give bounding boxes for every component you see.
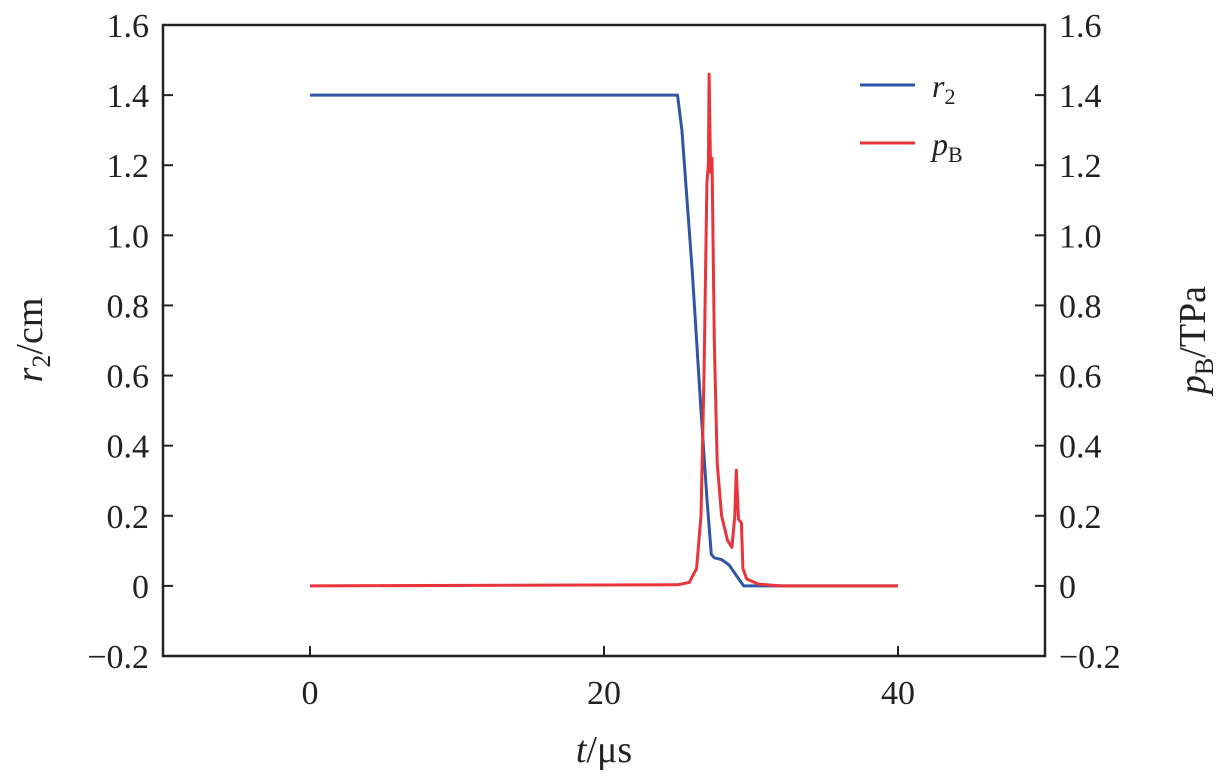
y-tick-label-right: 0: [1059, 569, 1076, 606]
series-lines: [309, 72, 898, 588]
y-tick-label-left: 0.8: [107, 288, 150, 325]
y-axis-label-right: pB/TPa: [1172, 286, 1219, 397]
y-tick-label-left: 1.4: [107, 78, 150, 115]
y-tick-label-left: −0.2: [87, 639, 149, 676]
y-tick-label-right: 1.0: [1059, 218, 1102, 255]
plot-frame: [161, 23, 1047, 658]
y-tick-label-right: 0.6: [1059, 359, 1102, 396]
y-tick-label-left: 0: [132, 569, 149, 606]
y-tick-label-left: 0.4: [107, 429, 150, 466]
y-tick-label-right: 0.8: [1059, 288, 1102, 325]
x-tick-label: 0: [302, 675, 319, 712]
y-tick-label-left: 1.0: [107, 218, 150, 255]
axes: 0 20 40 −0.2 −0.2 0 0 0.2 0.2 0.4 0.4 0.6 0.6 0.8 0.8 1…: [87, 8, 1120, 712]
y-tick-label-left: 0.6: [107, 359, 150, 396]
y-tick-label-right: 0.2: [1059, 499, 1102, 536]
y-tick-label-right: 1.4: [1059, 78, 1102, 115]
x-axis-label: t/μs: [576, 729, 632, 771]
series-line-r2: [310, 93, 898, 588]
y-axis-label-left: r2/cm: [9, 298, 56, 383]
legend: r2 pB: [860, 68, 963, 167]
y-tick-label-right: −0.2: [1059, 639, 1121, 676]
y-tick-label-right: 1.6: [1059, 8, 1102, 45]
legend-label-r2: r2: [932, 68, 955, 109]
y-tick-label-left: 0.2: [107, 499, 150, 536]
y-tick-label-left: 1.6: [107, 8, 150, 45]
x-tick-label: 20: [587, 675, 621, 712]
y-tick-label-right: 0.4: [1059, 429, 1102, 466]
y-tick-label-left: 1.2: [107, 148, 150, 185]
series-line-pB: [309, 72, 898, 588]
y-tick-label-right: 1.2: [1059, 148, 1102, 185]
legend-label-pB: pB: [930, 126, 963, 167]
x-tick-label: 40: [881, 675, 915, 712]
